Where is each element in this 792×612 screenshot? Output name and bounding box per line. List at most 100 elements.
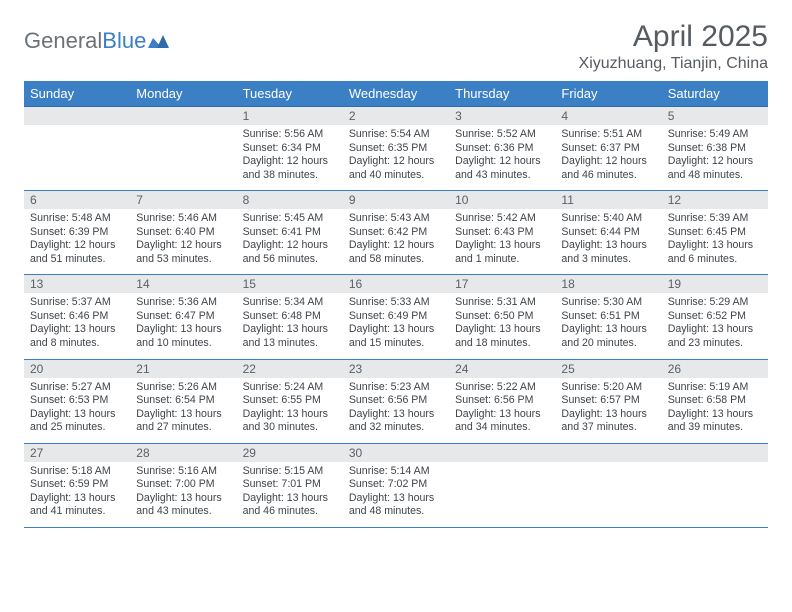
sunset-text: Sunset: 6:55 PM xyxy=(243,394,337,408)
daylight-text: Daylight: 13 hours and 23 minutes. xyxy=(668,323,762,350)
sunrise-text: Sunrise: 5:49 AM xyxy=(668,128,762,142)
sunset-text: Sunset: 6:56 PM xyxy=(455,394,549,408)
day-number: 16 xyxy=(343,275,449,293)
day-body: Sunrise: 5:18 AMSunset: 6:59 PMDaylight:… xyxy=(24,462,130,527)
day-number: 2 xyxy=(343,107,449,125)
day-number: 22 xyxy=(237,360,343,378)
day-body: Sunrise: 5:22 AMSunset: 6:56 PMDaylight:… xyxy=(449,378,555,443)
daylight-text: Daylight: 13 hours and 20 minutes. xyxy=(561,323,655,350)
sunset-text: Sunset: 6:57 PM xyxy=(561,394,655,408)
day-number: 19 xyxy=(662,275,768,293)
calendar-week-row: 20Sunrise: 5:27 AMSunset: 6:53 PMDayligh… xyxy=(24,359,768,443)
daylight-text: Daylight: 13 hours and 10 minutes. xyxy=(136,323,230,350)
daylight-text: Daylight: 13 hours and 13 minutes. xyxy=(243,323,337,350)
sunrise-text: Sunrise: 5:42 AM xyxy=(455,212,549,226)
calendar-day-cell xyxy=(24,107,130,191)
day-number: 21 xyxy=(130,360,236,378)
sunrise-text: Sunrise: 5:56 AM xyxy=(243,128,337,142)
sunrise-text: Sunrise: 5:37 AM xyxy=(30,296,124,310)
weekday-header: Friday xyxy=(555,81,661,107)
calendar-day-cell: 7Sunrise: 5:46 AMSunset: 6:40 PMDaylight… xyxy=(130,191,236,275)
sunset-text: Sunset: 7:02 PM xyxy=(349,478,443,492)
weekday-header: Saturday xyxy=(662,81,768,107)
sunrise-text: Sunrise: 5:48 AM xyxy=(30,212,124,226)
sunset-text: Sunset: 6:34 PM xyxy=(243,142,337,156)
sunset-text: Sunset: 6:38 PM xyxy=(668,142,762,156)
calendar-table: Sunday Monday Tuesday Wednesday Thursday… xyxy=(24,81,768,528)
logo-mark-icon xyxy=(148,31,170,54)
daylight-text: Daylight: 13 hours and 30 minutes. xyxy=(243,408,337,435)
day-number: 5 xyxy=(662,107,768,125)
sunrise-text: Sunrise: 5:30 AM xyxy=(561,296,655,310)
day-number: 17 xyxy=(449,275,555,293)
calendar-day-cell: 19Sunrise: 5:29 AMSunset: 6:52 PMDayligh… xyxy=(662,275,768,359)
calendar-day-cell: 23Sunrise: 5:23 AMSunset: 6:56 PMDayligh… xyxy=(343,359,449,443)
calendar-day-cell: 4Sunrise: 5:51 AMSunset: 6:37 PMDaylight… xyxy=(555,107,661,191)
calendar-day-cell xyxy=(130,107,236,191)
logo: GeneralBlue xyxy=(24,20,170,54)
daylight-text: Daylight: 13 hours and 27 minutes. xyxy=(136,408,230,435)
daylight-text: Daylight: 13 hours and 34 minutes. xyxy=(455,408,549,435)
sunset-text: Sunset: 6:51 PM xyxy=(561,310,655,324)
sunrise-text: Sunrise: 5:23 AM xyxy=(349,381,443,395)
day-body: Sunrise: 5:34 AMSunset: 6:48 PMDaylight:… xyxy=(237,293,343,358)
day-body: Sunrise: 5:51 AMSunset: 6:37 PMDaylight:… xyxy=(555,125,661,190)
day-body: Sunrise: 5:14 AMSunset: 7:02 PMDaylight:… xyxy=(343,462,449,527)
daylight-text: Daylight: 13 hours and 37 minutes. xyxy=(561,408,655,435)
sunset-text: Sunset: 6:40 PM xyxy=(136,226,230,240)
sunset-text: Sunset: 6:39 PM xyxy=(30,226,124,240)
sunrise-text: Sunrise: 5:40 AM xyxy=(561,212,655,226)
daylight-text: Daylight: 13 hours and 43 minutes. xyxy=(136,492,230,519)
calendar-week-row: 6Sunrise: 5:48 AMSunset: 6:39 PMDaylight… xyxy=(24,191,768,275)
sunrise-text: Sunrise: 5:29 AM xyxy=(668,296,762,310)
day-number: 25 xyxy=(555,360,661,378)
calendar-day-cell: 22Sunrise: 5:24 AMSunset: 6:55 PMDayligh… xyxy=(237,359,343,443)
day-body-blank xyxy=(662,462,768,524)
day-body: Sunrise: 5:16 AMSunset: 7:00 PMDaylight:… xyxy=(130,462,236,527)
day-number: 4 xyxy=(555,107,661,125)
calendar-day-cell: 27Sunrise: 5:18 AMSunset: 6:59 PMDayligh… xyxy=(24,443,130,527)
calendar-day-cell: 15Sunrise: 5:34 AMSunset: 6:48 PMDayligh… xyxy=(237,275,343,359)
calendar-day-cell: 16Sunrise: 5:33 AMSunset: 6:49 PMDayligh… xyxy=(343,275,449,359)
day-body: Sunrise: 5:23 AMSunset: 6:56 PMDaylight:… xyxy=(343,378,449,443)
weekday-header: Sunday xyxy=(24,81,130,107)
sunset-text: Sunset: 6:36 PM xyxy=(455,142,549,156)
day-number: 26 xyxy=(662,360,768,378)
day-number: 15 xyxy=(237,275,343,293)
sunrise-text: Sunrise: 5:20 AM xyxy=(561,381,655,395)
day-body: Sunrise: 5:24 AMSunset: 6:55 PMDaylight:… xyxy=(237,378,343,443)
daylight-text: Daylight: 12 hours and 48 minutes. xyxy=(668,155,762,182)
sunset-text: Sunset: 6:35 PM xyxy=(349,142,443,156)
sunset-text: Sunset: 6:56 PM xyxy=(349,394,443,408)
day-body: Sunrise: 5:26 AMSunset: 6:54 PMDaylight:… xyxy=(130,378,236,443)
day-body: Sunrise: 5:19 AMSunset: 6:58 PMDaylight:… xyxy=(662,378,768,443)
sunrise-text: Sunrise: 5:24 AM xyxy=(243,381,337,395)
calendar-day-cell: 29Sunrise: 5:15 AMSunset: 7:01 PMDayligh… xyxy=(237,443,343,527)
day-number: 30 xyxy=(343,444,449,462)
calendar-day-cell: 24Sunrise: 5:22 AMSunset: 6:56 PMDayligh… xyxy=(449,359,555,443)
sunset-text: Sunset: 6:37 PM xyxy=(561,142,655,156)
day-body: Sunrise: 5:48 AMSunset: 6:39 PMDaylight:… xyxy=(24,209,130,274)
sunset-text: Sunset: 7:01 PM xyxy=(243,478,337,492)
weekday-header: Tuesday xyxy=(237,81,343,107)
day-body: Sunrise: 5:45 AMSunset: 6:41 PMDaylight:… xyxy=(237,209,343,274)
day-number: 1 xyxy=(237,107,343,125)
day-number: 27 xyxy=(24,444,130,462)
day-body: Sunrise: 5:40 AMSunset: 6:44 PMDaylight:… xyxy=(555,209,661,274)
day-number: 10 xyxy=(449,191,555,209)
weekday-header: Monday xyxy=(130,81,236,107)
calendar-day-cell xyxy=(662,443,768,527)
logo-text-general: General xyxy=(24,28,102,53)
sunrise-text: Sunrise: 5:43 AM xyxy=(349,212,443,226)
daylight-text: Daylight: 13 hours and 46 minutes. xyxy=(243,492,337,519)
day-body: Sunrise: 5:29 AMSunset: 6:52 PMDaylight:… xyxy=(662,293,768,358)
sunrise-text: Sunrise: 5:54 AM xyxy=(349,128,443,142)
sunset-text: Sunset: 6:48 PM xyxy=(243,310,337,324)
sunrise-text: Sunrise: 5:16 AM xyxy=(136,465,230,479)
calendar-week-row: 27Sunrise: 5:18 AMSunset: 6:59 PMDayligh… xyxy=(24,443,768,527)
day-body: Sunrise: 5:33 AMSunset: 6:49 PMDaylight:… xyxy=(343,293,449,358)
page-header: GeneralBlue April 2025 Xiyuzhuang, Tianj… xyxy=(24,20,768,73)
day-number: 29 xyxy=(237,444,343,462)
sunset-text: Sunset: 6:43 PM xyxy=(455,226,549,240)
day-number: 20 xyxy=(24,360,130,378)
